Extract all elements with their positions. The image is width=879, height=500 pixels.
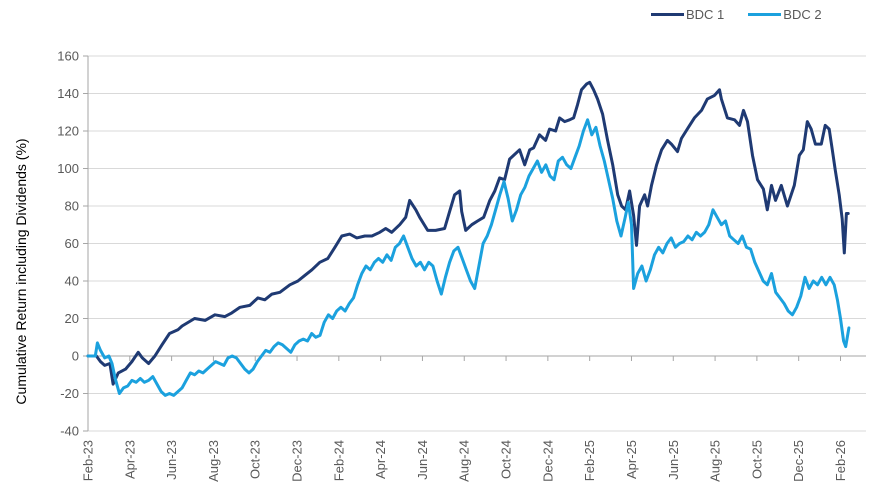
legend-label-bdc2: BDC 2	[783, 7, 822, 22]
x-tick-label: Dec-24	[540, 440, 555, 482]
y-tick-label: 140	[57, 86, 79, 101]
y-tick-label: -40	[60, 424, 79, 439]
series-line-bdc-1	[86, 80, 850, 386]
x-tick-label: Feb-23	[81, 440, 96, 481]
x-tick-label: Jun-23	[164, 440, 179, 480]
legend-item-bdc2: BDC 2	[748, 7, 822, 22]
y-tick-label: -20	[60, 386, 79, 401]
y-tick-label: 20	[65, 311, 79, 326]
x-tick-label: Apr-23	[122, 440, 137, 479]
y-tick-label: 160	[57, 49, 79, 64]
legend-swatch-bdc2	[748, 13, 782, 16]
x-tick-label: Feb-25	[582, 440, 597, 481]
chart-legend: BDC 1 BDC 2	[651, 7, 822, 22]
x-tick-label: Apr-24	[373, 440, 388, 479]
legend-label-bdc1: BDC 1	[686, 7, 725, 22]
x-tick-label: Aug-24	[457, 440, 472, 482]
y-tick-label: 120	[57, 124, 79, 139]
legend-item-bdc1: BDC 1	[651, 7, 724, 22]
legend-swatch-bdc1	[651, 13, 684, 16]
y-tick-label: 100	[57, 161, 79, 176]
x-tick-label: Apr-25	[624, 440, 639, 479]
x-tick-label: Oct-25	[749, 440, 764, 479]
x-tick-label: Feb-24	[331, 440, 346, 481]
x-tick-label: Jun-24	[415, 440, 430, 480]
x-tick-label: Dec-25	[791, 440, 806, 482]
y-axis-title: Cumulative Return including Dividends (%…	[13, 138, 29, 404]
x-tick-label: Aug-25	[708, 440, 723, 482]
y-tick-label: 60	[65, 236, 79, 251]
y-tick-label: 80	[65, 199, 79, 214]
series-line-bdc-2	[86, 118, 851, 397]
y-tick-label: 40	[65, 274, 79, 289]
x-tick-label: Jun-25	[666, 440, 681, 480]
x-tick-label: Oct-24	[499, 440, 514, 479]
x-tick-label: Aug-23	[206, 440, 221, 482]
x-tick-label: Oct-23	[248, 440, 263, 479]
x-tick-label: Feb-26	[833, 440, 848, 481]
y-tick-label: 0	[72, 349, 79, 364]
x-tick-label: Dec-23	[290, 440, 305, 482]
